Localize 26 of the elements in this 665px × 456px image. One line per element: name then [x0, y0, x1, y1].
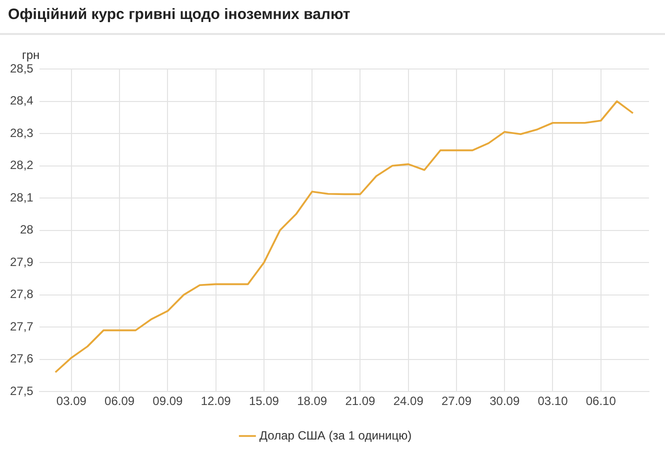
x-tick-label: 21.09: [345, 394, 376, 408]
chart-title: Офіційний курс гривні щодо іноземних валют: [0, 0, 665, 35]
x-tick-label: 18.09: [297, 394, 328, 408]
legend-label: Долар США (за 1 одиницю): [259, 428, 412, 442]
y-tick-label: 27,9: [10, 254, 34, 269]
y-tick-label: 28: [20, 222, 34, 237]
x-tick-label: 03.09: [56, 394, 87, 408]
x-tick-label: 09.09: [152, 394, 184, 408]
x-tick-label: 30.09: [490, 394, 520, 408]
x-tick-label: 24.09: [393, 394, 424, 408]
y-tick-label: 27,8: [10, 287, 34, 302]
y-tick-label: 27,6: [10, 352, 34, 366]
y-tick-label: 28,3: [10, 126, 34, 140]
y-tick-label: 28,2: [10, 158, 34, 172]
x-tick-label: 03.10: [538, 394, 568, 408]
y-tick-label: 27,5: [10, 384, 34, 398]
y-tick-label: 27,7: [10, 319, 34, 334]
x-tick-label: 06.09: [104, 394, 135, 408]
x-tick-label: 06.10: [586, 394, 616, 408]
x-tick-label: 27.09: [441, 394, 472, 408]
y-tick-label: 28,4: [10, 94, 34, 108]
x-tick-label: 12.09: [200, 394, 232, 408]
y-tick-label: 28,1: [10, 190, 34, 204]
y-tick-label: 28,5: [10, 61, 34, 76]
x-tick-label: 15.09: [248, 394, 280, 408]
y-axis-title: грн: [22, 48, 40, 62]
